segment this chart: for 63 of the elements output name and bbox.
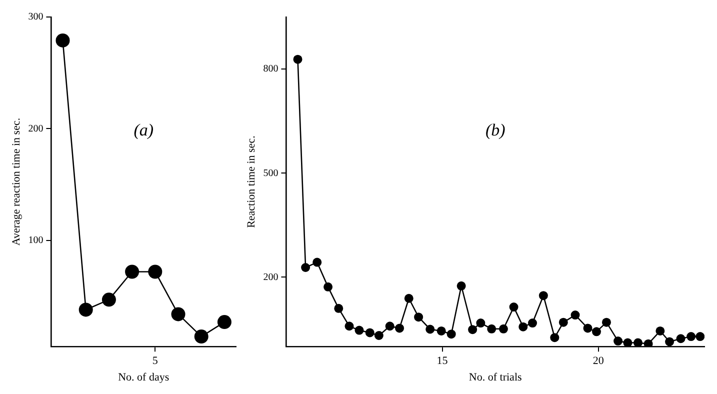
point xyxy=(194,330,208,344)
y-axis-title: Average reaction time in sec. xyxy=(10,118,22,246)
point xyxy=(344,322,354,331)
point xyxy=(171,307,186,322)
point xyxy=(696,332,704,342)
point xyxy=(665,337,674,346)
point xyxy=(324,282,333,292)
point xyxy=(365,328,374,338)
point xyxy=(644,339,653,347)
point xyxy=(385,322,394,331)
point xyxy=(301,262,310,272)
point xyxy=(78,302,93,317)
point xyxy=(476,318,486,328)
y-tick-label: 500 xyxy=(263,168,278,179)
point xyxy=(602,318,611,327)
y-tick-label: 300 xyxy=(28,12,44,23)
y-tick-label: 800 xyxy=(263,64,278,75)
point xyxy=(312,258,322,267)
point xyxy=(509,302,518,312)
point xyxy=(550,333,560,342)
point xyxy=(614,336,623,346)
point xyxy=(518,322,528,332)
point xyxy=(404,294,414,303)
point xyxy=(634,338,643,347)
point xyxy=(334,304,344,313)
x-tick-label: 20 xyxy=(592,355,604,368)
x-axis-title: No. of trials xyxy=(468,371,522,384)
point xyxy=(528,318,537,328)
point xyxy=(125,264,140,279)
point xyxy=(676,334,686,344)
point xyxy=(498,324,508,334)
y-tick-label: 200 xyxy=(263,272,278,283)
point xyxy=(395,324,404,333)
point xyxy=(623,338,632,347)
point xyxy=(436,326,446,336)
point xyxy=(374,331,384,340)
point xyxy=(56,33,70,48)
annotation: (a) xyxy=(134,120,154,140)
point xyxy=(414,312,424,322)
point xyxy=(558,318,568,327)
point xyxy=(592,327,601,336)
x-axis-title: No. of days xyxy=(118,371,170,384)
point xyxy=(426,324,435,334)
point xyxy=(354,326,364,335)
point xyxy=(293,54,302,64)
point xyxy=(468,325,478,334)
y-tick-label: 100 xyxy=(28,235,44,246)
y-tick-label: 200 xyxy=(28,123,44,134)
annotation: (b) xyxy=(485,120,506,140)
x-tick-label: 15 xyxy=(436,355,448,368)
point xyxy=(148,264,162,279)
point xyxy=(217,315,232,330)
point xyxy=(583,324,592,333)
point xyxy=(102,292,116,307)
x-tick-label: 5 xyxy=(152,355,158,368)
y-axis-title: Reaction time in sec. xyxy=(245,135,258,228)
point xyxy=(686,332,696,342)
point xyxy=(487,324,496,334)
point xyxy=(570,310,580,320)
point xyxy=(656,326,665,336)
point xyxy=(446,330,456,339)
point xyxy=(456,281,466,290)
point xyxy=(538,291,548,300)
